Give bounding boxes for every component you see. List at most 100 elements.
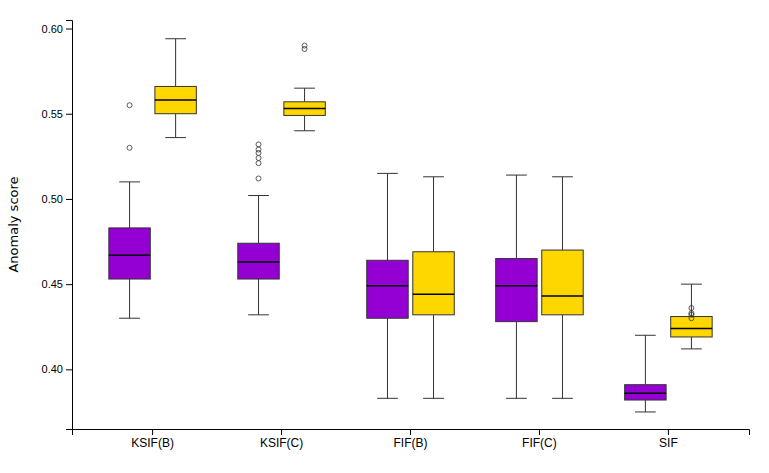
median <box>367 285 408 287</box>
whisker-high <box>304 88 305 102</box>
box <box>284 43 325 131</box>
box-iqr <box>367 260 408 318</box>
tick-mark <box>410 429 411 435</box>
whisker-low <box>258 279 259 315</box>
tick-mark <box>539 429 540 435</box>
tick-label: KSIF(B) <box>131 436 174 450</box>
whisker-high <box>691 284 692 316</box>
axis-line <box>66 21 73 430</box>
whisker-high <box>562 177 563 250</box>
cap-low <box>119 318 140 319</box>
flier <box>256 161 261 166</box>
cap-high <box>506 175 527 176</box>
box <box>671 284 712 349</box>
cap-low <box>377 398 398 399</box>
box-iqr <box>542 250 583 315</box>
flier <box>127 103 132 108</box>
box-iqr <box>625 385 666 400</box>
box-iqr <box>413 252 454 315</box>
axis-line <box>73 430 750 436</box>
whisker-high <box>645 335 646 384</box>
box-series <box>109 103 666 412</box>
flier <box>127 145 132 150</box>
box-iqr <box>109 228 150 279</box>
box <box>109 103 150 319</box>
flier <box>256 156 261 161</box>
flier <box>689 306 694 311</box>
tick-label: 0.60 <box>42 23 63 35</box>
flier <box>256 147 261 152</box>
whisker-high <box>258 196 259 244</box>
y-tick: 0.60 <box>42 23 72 35</box>
tick-mark <box>66 284 72 285</box>
tick-label: FIF(C) <box>522 436 557 450</box>
plot-area: 0.40 0.45 0.50 0.55 0.60 KSIF(B) KSIF(C) FIF(B)… <box>42 21 750 450</box>
box <box>542 177 583 399</box>
median <box>542 295 583 297</box>
x-tick: SIF <box>659 429 678 450</box>
whisker-low <box>691 337 692 349</box>
tick-label: KSIF(C) <box>260 436 303 450</box>
cap-high <box>552 176 573 177</box>
box-iqr <box>671 317 712 337</box>
tick-label: 0.45 <box>42 278 63 290</box>
box <box>625 335 666 412</box>
tick-label: 0.40 <box>42 363 63 375</box>
whisker-low <box>129 279 130 318</box>
cap-high <box>294 88 315 89</box>
whisker-low <box>516 322 517 399</box>
cap-low <box>635 411 656 412</box>
whisker-low <box>175 114 176 138</box>
tick-mark <box>66 29 72 30</box>
y-axis: 0.40 0.45 0.50 0.55 0.60 <box>42 21 73 430</box>
box-series <box>155 39 712 399</box>
tick-mark <box>66 114 72 115</box>
cap-low <box>506 398 527 399</box>
whisker-low <box>433 315 434 399</box>
median <box>671 328 712 330</box>
cap-high <box>165 38 186 39</box>
median <box>413 294 454 296</box>
tick-label: 0.50 <box>42 193 63 205</box>
median <box>625 392 666 394</box>
cap-low <box>165 137 186 138</box>
cap-high <box>423 176 444 177</box>
whisker-high <box>129 182 130 228</box>
whisker-high <box>387 173 388 260</box>
box-iqr <box>155 86 196 113</box>
tick-label: 0.55 <box>42 108 63 120</box>
tick-mark <box>281 429 282 435</box>
y-tick: 0.50 <box>42 193 72 205</box>
cap-low <box>248 314 269 315</box>
y-tick: 0.40 <box>42 363 72 375</box>
y-tick: 0.55 <box>42 108 72 120</box>
median <box>155 99 196 101</box>
box <box>367 173 408 398</box>
box <box>238 142 279 315</box>
x-tick: KSIF(C) <box>260 429 303 450</box>
tick-mark <box>668 429 669 435</box>
whisker-low <box>387 318 388 398</box>
whisker-low <box>304 115 305 130</box>
y-tick: 0.45 <box>42 278 72 290</box>
median <box>238 261 279 263</box>
whisker-high <box>175 39 176 87</box>
chart: 0.40 0.45 0.50 0.55 0.60 KSIF(B) KSIF(C) FIF(B)… <box>0 0 769 473</box>
cap-low <box>294 130 315 131</box>
tick-label: SIF <box>659 436 678 450</box>
whisker-high <box>516 175 517 259</box>
cap-high <box>377 173 398 174</box>
whisker-low <box>562 315 563 399</box>
tick-label: FIF(B) <box>394 436 428 450</box>
marks <box>109 39 712 412</box>
box <box>496 175 537 398</box>
box <box>413 177 454 399</box>
tick-mark <box>152 429 153 435</box>
box-iqr <box>284 102 325 116</box>
whisker-high <box>433 177 434 252</box>
flier <box>302 43 307 48</box>
box <box>155 39 196 138</box>
cap-low <box>552 398 573 399</box>
x-tick: KSIF(B) <box>131 429 174 450</box>
cap-low <box>681 348 702 349</box>
